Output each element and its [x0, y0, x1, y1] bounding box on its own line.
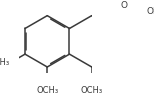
Text: OCH₃: OCH₃: [0, 58, 9, 67]
Text: OCH₃: OCH₃: [81, 86, 103, 95]
Text: OH: OH: [147, 7, 154, 16]
Text: OCH₃: OCH₃: [36, 86, 58, 95]
Text: O: O: [120, 1, 127, 10]
